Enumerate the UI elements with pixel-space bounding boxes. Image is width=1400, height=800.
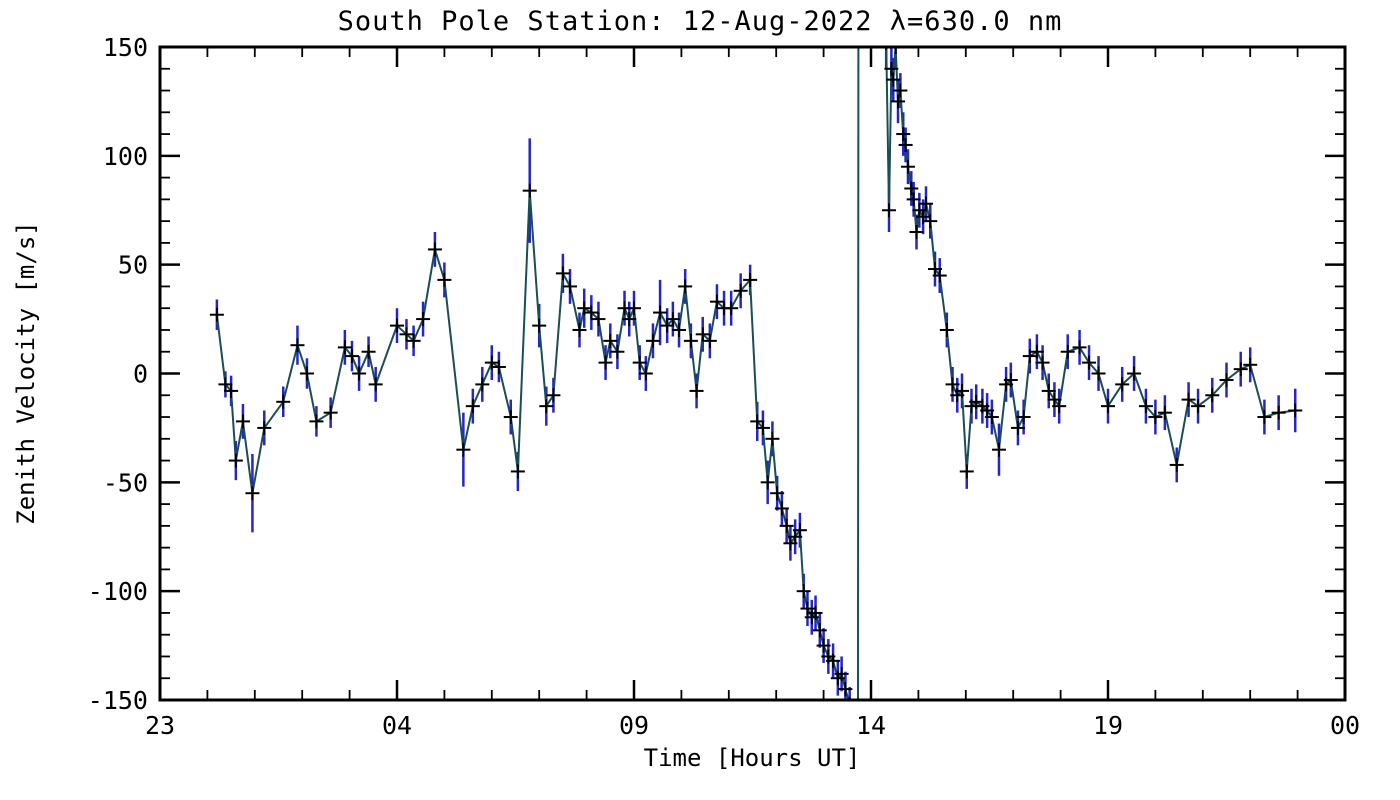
y-tick-label: -150 xyxy=(88,686,148,715)
x-axis-label: Time [Hours UT] xyxy=(644,744,861,772)
tick-labels: 23 04 09 14 19 00 -150 -100 -50 0 50 100 150 xyxy=(88,33,1360,740)
plot-frame xyxy=(158,45,1347,702)
x-tick-label: 14 xyxy=(856,711,886,740)
chart-title: South Pole Station: 12-Aug-2022 λ=630.0 … xyxy=(338,6,1063,37)
axes xyxy=(158,45,1347,702)
x-tick-label: 00 xyxy=(1330,711,1360,740)
y-tick-label: -50 xyxy=(103,468,148,497)
x-tick-label: 19 xyxy=(1093,711,1123,740)
data-markers xyxy=(209,47,1303,700)
y-tick-label: -100 xyxy=(88,577,148,606)
chart-layer: 23 04 09 14 19 00 -150 -100 -50 0 50 100 150 xyxy=(88,33,1360,740)
y-tick-label: 50 xyxy=(118,251,148,280)
y-tick-label: 100 xyxy=(103,142,148,171)
data-line xyxy=(215,47,1296,700)
x-tick-label: 23 xyxy=(145,711,175,740)
y-tick-label: 0 xyxy=(133,360,148,389)
x-tick-label: 09 xyxy=(619,711,649,740)
x-tick-label: 04 xyxy=(382,711,412,740)
y-axis-label: Zenith Velocity [m/s] xyxy=(12,221,40,524)
y-tick-label: 150 xyxy=(103,33,148,62)
